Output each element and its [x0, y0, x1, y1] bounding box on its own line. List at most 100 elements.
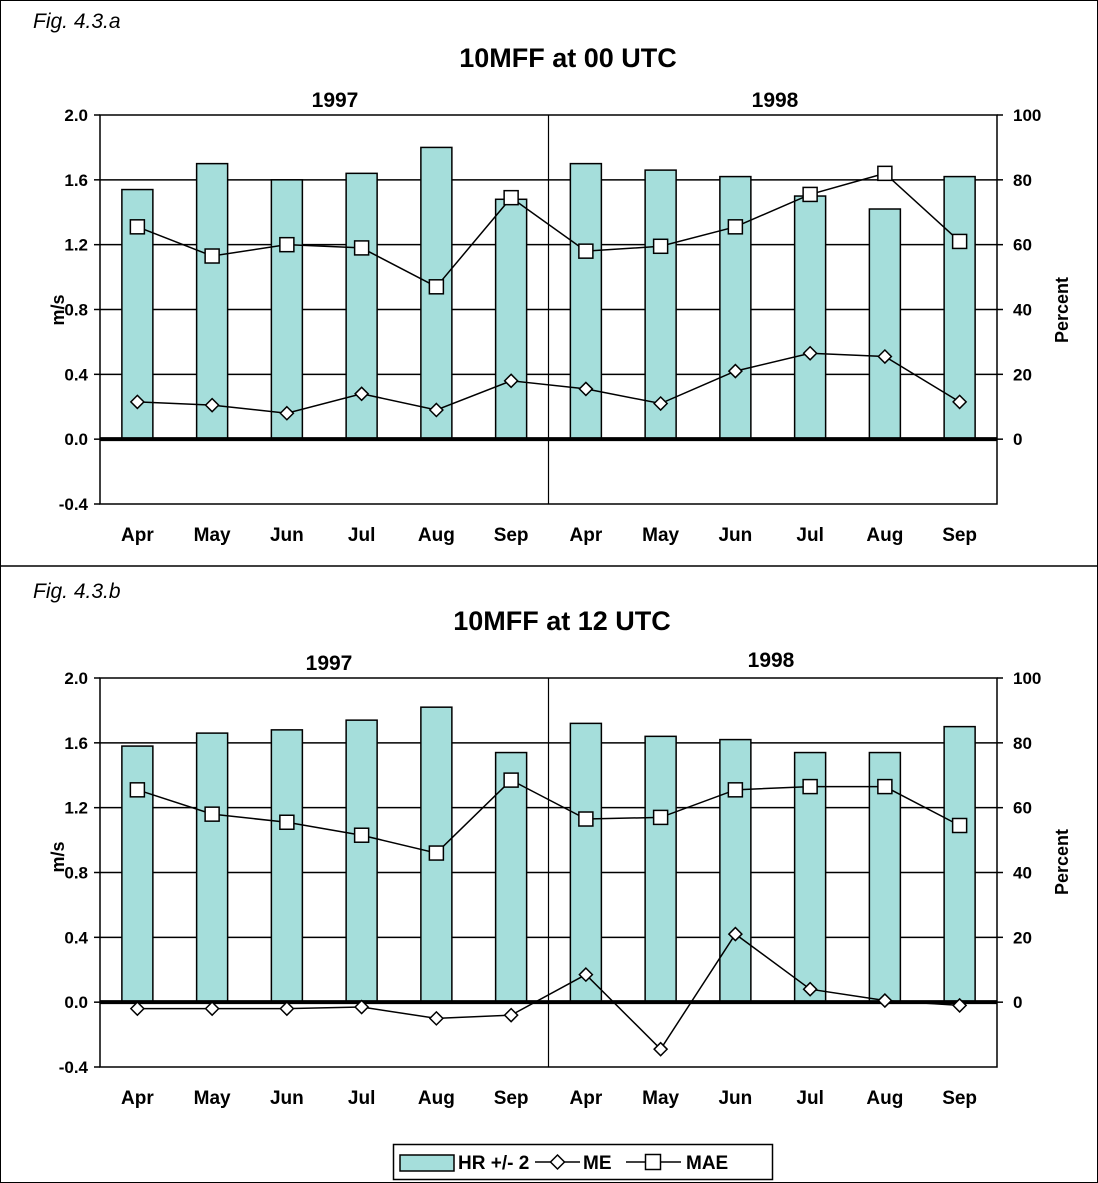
y2-tick-label: 60	[1013, 236, 1032, 255]
me-point	[428, 402, 444, 418]
me-point	[578, 381, 594, 397]
legend-label-me: ME	[583, 1153, 612, 1174]
me-point	[279, 1001, 295, 1017]
mae-point	[503, 772, 519, 788]
mae-point	[204, 806, 220, 822]
plot-area: 2.0 1.6 1.2 0.8 0.4 0.0 -0.4 100 80 60 40 20 0 Apr May…	[59, 106, 1042, 546]
chart-panel-b: Fig. 4.3.b 10MFF at 12 UTC 1997 1998 2.0…	[33, 580, 1072, 1109]
hr-bar	[494, 198, 528, 440]
x-tick-label: Jul	[348, 1088, 375, 1109]
y2-tick-label: 20	[1013, 928, 1032, 947]
mae-point	[727, 782, 744, 798]
mae-point	[652, 238, 669, 255]
x-tick-label: Jun	[718, 1088, 752, 1109]
y2-axis-title: Percent	[1052, 277, 1072, 343]
x-tick-label: Sep	[942, 525, 977, 546]
mae-point	[129, 782, 146, 798]
y-tick-label: 0.0	[64, 430, 88, 449]
y2-axis-title: Percent	[1052, 829, 1072, 895]
legend-marker-diamond	[549, 1153, 566, 1171]
hr-bar	[719, 738, 752, 1003]
y2-tick-label: 40	[1013, 301, 1032, 320]
mae-point	[353, 240, 370, 256]
mae-line	[137, 779, 960, 854]
x-tick-label: Sep	[942, 1088, 977, 1109]
hr-bar	[868, 208, 902, 440]
mae-point	[877, 165, 893, 182]
hr-bar	[195, 162, 229, 440]
chart-title: 10MFF at 00 UTC	[459, 43, 677, 73]
mae-point	[353, 827, 370, 843]
y-tick-label: 0.8	[64, 864, 88, 883]
me-point	[952, 997, 968, 1013]
me-point	[503, 1007, 519, 1023]
mae-point	[802, 186, 818, 203]
y-tick-label: 1.6	[64, 171, 88, 190]
x-tick-label: Sep	[494, 1088, 529, 1109]
y-tick-label: 1.2	[64, 799, 88, 818]
y-tick-label: 0.0	[64, 993, 88, 1012]
x-tick-label: Jun	[718, 525, 752, 546]
legend-label-hr: HR +/- 2	[458, 1153, 529, 1174]
me-point	[727, 363, 743, 379]
x-tick-label: Aug	[866, 1088, 903, 1109]
mae-point	[727, 219, 744, 235]
mae-point	[204, 248, 220, 264]
mae-point	[428, 279, 445, 295]
mae-point	[877, 778, 893, 795]
mae-point	[951, 233, 968, 250]
mae-point	[503, 189, 519, 206]
hr-bar	[121, 745, 154, 1003]
me-point	[204, 1001, 220, 1017]
x-tick-label: Aug	[418, 1088, 455, 1109]
x-tick-label: Aug	[866, 525, 903, 546]
me-point	[578, 967, 594, 983]
y-axis-title: m/s	[48, 294, 68, 325]
x-tick-label: Jul	[348, 525, 375, 546]
group-label-1997: 1997	[312, 89, 359, 112]
y-axis-title: m/s	[48, 841, 68, 872]
x-tick-label: Jul	[796, 525, 823, 546]
mae-point	[129, 219, 146, 235]
chart-title: 10MFF at 12 UTC	[453, 606, 671, 636]
mae-point	[652, 809, 669, 826]
me-line	[137, 933, 960, 1051]
x-tick-label: May	[642, 525, 679, 546]
y-tick-label: -0.4	[59, 1058, 89, 1077]
y-tick-label: 0.8	[64, 301, 88, 320]
me-point	[653, 1041, 669, 1057]
y2-tick-label: 20	[1013, 365, 1032, 384]
y2-tick-label: 60	[1013, 799, 1032, 818]
y-tick-label: 0.4	[64, 365, 88, 384]
y-tick-label: 1.2	[64, 236, 88, 255]
y-tick-label: -0.4	[59, 495, 89, 514]
hr-bar	[270, 729, 304, 1003]
mae-point	[279, 236, 295, 253]
me-point	[727, 926, 743, 942]
hr-bar	[943, 725, 976, 1003]
y2-tick-label: 100	[1013, 106, 1041, 125]
hr-bar	[644, 735, 677, 1003]
mae-point	[428, 845, 445, 861]
group-label-1998: 1998	[748, 649, 795, 672]
hr-bar	[494, 751, 528, 1003]
x-tick-label: May	[642, 1088, 679, 1109]
mae-point	[951, 817, 968, 834]
chart-panel-a: Fig. 4.3.a 10MFF at 00 UTC 1997 1998 2.0…	[33, 10, 1072, 546]
x-tick-label: Jul	[796, 1088, 823, 1109]
y2-tick-label: 80	[1013, 171, 1032, 190]
x-tick-label: Apr	[570, 525, 603, 546]
x-tick-label: Jun	[270, 1088, 304, 1109]
mae-point	[578, 243, 594, 259]
x-tick-label: Apr	[570, 1088, 603, 1109]
me-point	[952, 394, 968, 410]
y-tick-label: 0.4	[64, 928, 88, 947]
legend-box	[392, 1143, 774, 1181]
x-tick-label: Apr	[121, 1088, 154, 1109]
me-point	[354, 386, 370, 402]
hr-bar	[569, 722, 603, 1003]
me-line	[137, 352, 961, 414]
hr-bar	[719, 175, 752, 440]
y2-tick-label: 0	[1013, 430, 1022, 449]
x-tick-label: May	[194, 525, 231, 546]
